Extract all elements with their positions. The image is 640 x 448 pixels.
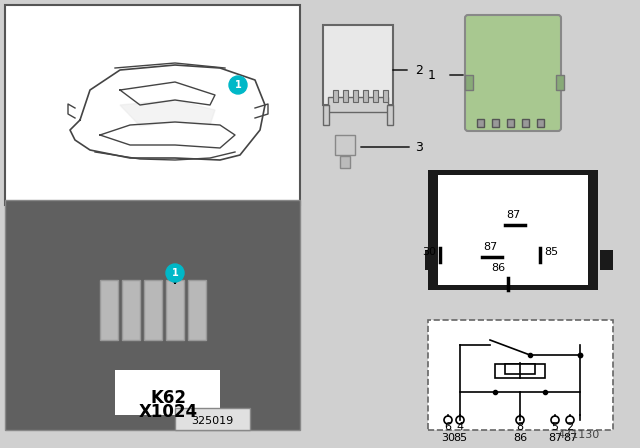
Circle shape — [516, 416, 524, 424]
Bar — [363, 90, 368, 102]
Text: 87: 87 — [483, 242, 497, 252]
Bar — [505, 364, 535, 374]
Text: 85: 85 — [544, 247, 558, 257]
Bar — [122, 280, 140, 340]
Text: 1: 1 — [428, 69, 436, 82]
Bar — [383, 90, 388, 102]
Bar — [537, 119, 544, 127]
Bar — [507, 119, 514, 127]
Bar — [175, 408, 250, 430]
Text: 86: 86 — [513, 433, 527, 443]
Circle shape — [456, 416, 464, 424]
Text: 4: 4 — [456, 422, 463, 432]
Text: 3: 3 — [415, 141, 423, 154]
Bar — [333, 90, 338, 102]
Bar — [387, 105, 393, 125]
Bar — [144, 280, 162, 340]
Circle shape — [229, 76, 247, 94]
Bar — [166, 280, 184, 340]
Bar — [323, 105, 329, 125]
Text: 2: 2 — [415, 64, 423, 77]
Bar — [340, 156, 350, 168]
Bar — [115, 370, 220, 415]
Text: 30: 30 — [441, 433, 455, 443]
Circle shape — [551, 416, 559, 424]
Bar — [373, 90, 378, 102]
Circle shape — [444, 416, 452, 424]
Text: 1: 1 — [235, 80, 241, 90]
Bar — [428, 170, 598, 290]
Bar — [328, 97, 388, 112]
Text: 86: 86 — [491, 263, 505, 273]
Bar — [556, 75, 564, 90]
Text: 5: 5 — [552, 422, 559, 432]
Bar — [343, 90, 348, 102]
Bar — [438, 175, 588, 285]
Text: 87: 87 — [563, 433, 577, 443]
Text: 87: 87 — [506, 210, 520, 220]
Bar — [188, 280, 206, 340]
Bar — [495, 364, 545, 378]
Bar — [600, 250, 613, 270]
Text: 87: 87 — [548, 433, 562, 443]
Bar — [477, 119, 484, 127]
Text: X1024: X1024 — [138, 403, 198, 421]
FancyBboxPatch shape — [465, 15, 561, 131]
Polygon shape — [120, 100, 215, 126]
Text: 2: 2 — [566, 422, 573, 432]
Text: 8: 8 — [516, 422, 524, 432]
Bar — [425, 250, 438, 270]
Bar — [5, 200, 300, 430]
Text: K62: K62 — [150, 389, 186, 407]
Bar — [522, 119, 529, 127]
Circle shape — [166, 264, 184, 282]
Bar — [492, 119, 499, 127]
Text: 85: 85 — [453, 433, 467, 443]
Text: 6: 6 — [445, 422, 451, 432]
Text: 1: 1 — [172, 268, 179, 278]
Bar — [5, 5, 300, 205]
Bar — [428, 320, 613, 430]
Text: 325019: 325019 — [191, 416, 233, 426]
Circle shape — [566, 416, 574, 424]
Text: 30: 30 — [422, 247, 436, 257]
Bar — [335, 135, 355, 155]
Bar — [323, 25, 393, 105]
Bar — [353, 90, 358, 102]
Bar — [100, 280, 118, 340]
Text: 471130: 471130 — [557, 430, 600, 440]
Bar — [465, 75, 473, 90]
